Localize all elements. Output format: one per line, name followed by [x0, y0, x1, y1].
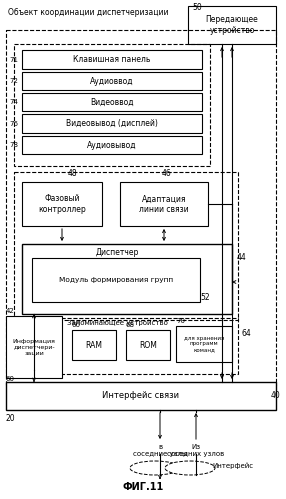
Text: 74: 74 — [9, 99, 18, 105]
Bar — [14, 44, 210, 166]
Text: Из
соседних узлов: Из соседних узлов — [167, 444, 225, 457]
Text: 42: 42 — [6, 308, 15, 314]
Bar — [126, 330, 170, 360]
Text: Модуль формирования групп: Модуль формирования групп — [59, 277, 173, 283]
Text: Фазовый
контроллер: Фазовый контроллер — [38, 194, 86, 214]
Text: Информация
диспетчери-
зации: Информация диспетчери- зации — [13, 339, 55, 355]
Text: 50: 50 — [192, 3, 202, 12]
Text: Диспетчер: Диспетчер — [95, 248, 139, 257]
Text: Объект координации диспетчеризации: Объект координации диспетчеризации — [8, 8, 168, 17]
Text: Интерфейс: Интерфейс — [212, 463, 253, 469]
Text: 68: 68 — [126, 322, 135, 328]
Text: 78: 78 — [9, 142, 18, 148]
Text: Аудиовывод: Аудиовывод — [87, 141, 137, 150]
Bar — [176, 326, 232, 362]
Bar — [22, 136, 202, 154]
Text: ФИГ.11: ФИГ.11 — [122, 482, 164, 492]
Text: 20: 20 — [6, 414, 16, 423]
Text: Интерфейс связи: Интерфейс связи — [102, 392, 180, 401]
Text: 71: 71 — [9, 56, 18, 62]
Bar — [6, 316, 62, 378]
Text: 64: 64 — [241, 329, 251, 338]
Bar — [6, 382, 276, 410]
Text: Видеоввод: Видеоввод — [90, 97, 134, 106]
Text: ROM: ROM — [139, 340, 157, 349]
Text: Передающее
устройство: Передающее устройство — [206, 15, 258, 35]
Text: 76: 76 — [9, 120, 18, 127]
Text: Адаптация
линии связи: Адаптация линии связи — [139, 194, 189, 214]
Bar — [22, 244, 232, 314]
Text: Запоминающее устройство: Запоминающее устройство — [67, 320, 167, 326]
Bar — [120, 182, 208, 226]
Text: 72: 72 — [9, 78, 18, 84]
Bar — [22, 114, 202, 133]
Bar — [32, 258, 200, 302]
Text: для хранения
программ
команд: для хранения программ команд — [184, 336, 224, 352]
Text: 52: 52 — [200, 293, 210, 302]
Text: 40: 40 — [270, 392, 280, 401]
Text: RAM: RAM — [86, 340, 102, 349]
Bar — [14, 172, 238, 320]
Bar — [6, 30, 276, 385]
Text: 48: 48 — [68, 169, 78, 178]
Text: 44: 44 — [237, 253, 247, 262]
Bar — [22, 72, 202, 90]
Text: 60: 60 — [6, 376, 15, 382]
Bar — [72, 330, 116, 360]
Bar — [22, 182, 102, 226]
Bar — [22, 50, 202, 69]
Ellipse shape — [165, 461, 215, 475]
Text: Видеовывод (дисплей): Видеовывод (дисплей) — [66, 119, 158, 128]
Text: 66: 66 — [72, 322, 81, 328]
Ellipse shape — [130, 461, 180, 475]
Text: 70: 70 — [176, 318, 185, 324]
Text: 46: 46 — [162, 169, 172, 178]
Text: Клавишная панель: Клавишная панель — [73, 55, 151, 64]
Bar — [14, 318, 238, 374]
Bar — [188, 6, 276, 44]
Bar — [22, 93, 202, 111]
Text: Аудиоввод: Аудиоввод — [90, 76, 134, 85]
Text: в
соседние узлы: в соседние узлы — [133, 444, 187, 457]
